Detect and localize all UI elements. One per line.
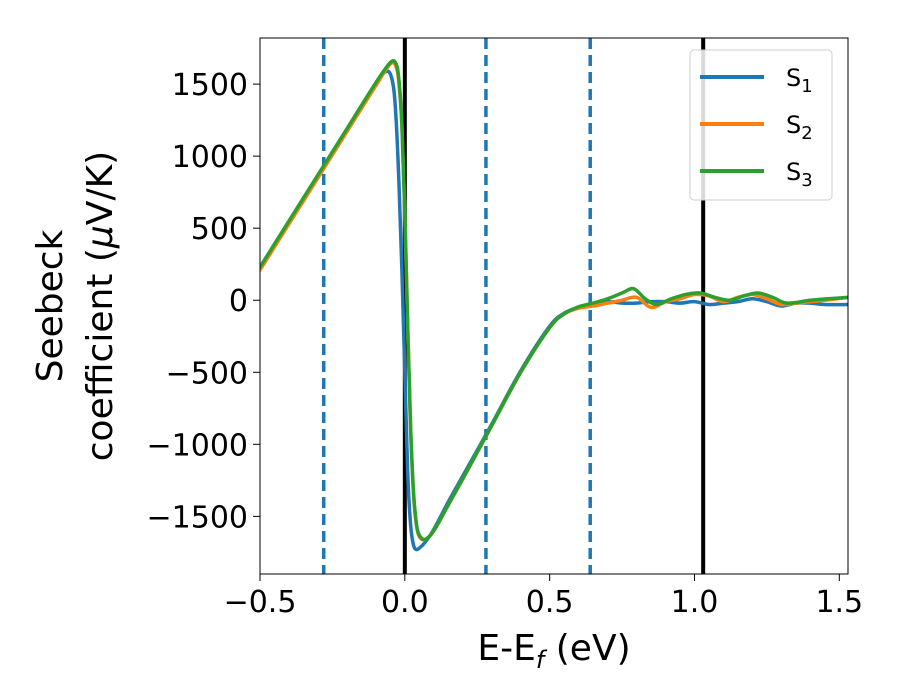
y-axis-label-line2: coefficient (μV/K)	[80, 151, 121, 461]
x-tick-label: 0.0	[381, 585, 429, 620]
legend-label-s2: S2	[786, 111, 813, 144]
series-lines	[260, 59, 848, 552]
y-axis-label-post: V/K)	[80, 151, 121, 225]
y-axis-label: Seebeck coefficient (μV/K)	[30, 151, 121, 461]
y-tick-label: 1500	[172, 68, 248, 103]
y-axis-label-pre: coefficient (	[80, 248, 121, 461]
x-axis-label-main: E-E	[477, 628, 535, 669]
legend-label-s3: S3	[786, 158, 813, 191]
y-tick-label: −1500	[147, 500, 248, 535]
y-axis-label-mu: μ	[80, 225, 121, 249]
x-tick-label: −0.5	[224, 585, 297, 620]
legend: S1 S2 S3	[689, 49, 833, 201]
y-tick-label: 0	[229, 284, 248, 319]
plot-frame	[259, 37, 849, 575]
y-tick-label: −1000	[147, 428, 248, 463]
x-tick-label: 1.0	[671, 585, 719, 620]
y-tick-label: 500	[191, 212, 248, 247]
y-axis: −1500 −1000 −500 0 500 1000 1500	[147, 68, 260, 535]
x-axis-label: E-Ef (eV)	[477, 628, 630, 674]
x-axis-label-unit: (eV)	[544, 628, 630, 669]
x-axis: −0.5 0.0 0.5 1.0 1.5	[224, 574, 863, 620]
y-tick-label: −500	[166, 356, 248, 391]
legend-label-s1: S1	[786, 64, 813, 97]
x-tick-label: 0.5	[526, 585, 574, 620]
x-tick-label: 1.5	[815, 585, 863, 620]
y-tick-label: 1000	[172, 140, 248, 175]
series-line-s3	[260, 59, 848, 542]
y-axis-label-line1: Seebeck	[30, 229, 71, 382]
